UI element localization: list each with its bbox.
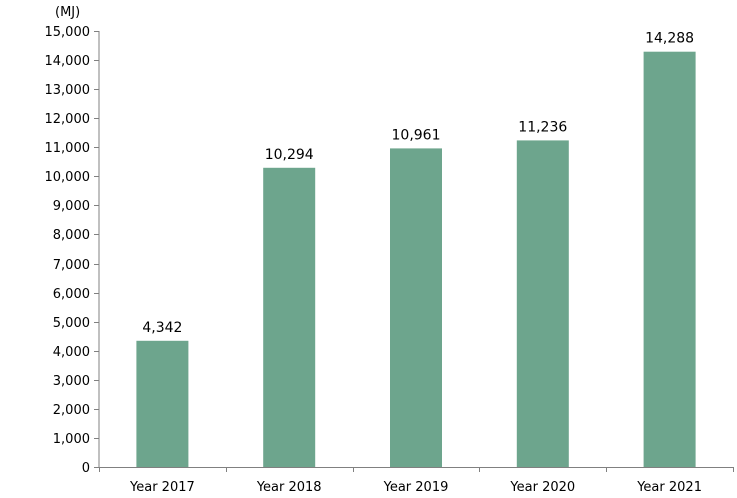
y-tick-label: 2,000 [53, 403, 90, 418]
y-tick-label: 0 [82, 461, 90, 476]
y-tick-label: 13,000 [45, 83, 91, 98]
data-label: 4,342 [142, 320, 182, 336]
y-tick-label: 3,000 [53, 374, 90, 389]
x-tick-label: Year 2021 [636, 480, 702, 495]
y-tick-label: 1,000 [53, 432, 90, 447]
y-tick-label: 14,000 [45, 54, 91, 69]
y-tick-label: 9,000 [53, 199, 90, 214]
y-tick-label: 11,000 [45, 141, 91, 156]
data-label: 10,294 [265, 147, 314, 163]
bar [516, 140, 569, 468]
y-tick-label: 5,000 [53, 316, 90, 331]
y-tick-label: 15,000 [45, 25, 91, 40]
y-tick-label: 12,000 [45, 112, 91, 127]
x-tick-label: Year 2018 [256, 480, 322, 495]
bars: 4,342 10,294 10,961 11,236 14,288 [136, 31, 696, 468]
bar [643, 51, 696, 467]
x-tick-label: Year 2019 [383, 480, 449, 495]
y-tick-label: 10,000 [45, 170, 91, 185]
y-tick-label: 7,000 [53, 258, 90, 273]
y-tick-label: 8,000 [53, 228, 90, 243]
y-tick-label: 4,000 [53, 345, 90, 360]
x-tick-label: Year 2020 [509, 480, 575, 495]
x-axis: Year 2017 Year 2018 Year 2019 Year 2020 Year… [99, 467, 734, 495]
data-label: 11,236 [518, 119, 567, 135]
y-axis: 0 1,000 2,000 3,000 4,000 5,000 6,000 7,000 8,00… [45, 25, 100, 476]
y-unit-label: (MJ) [55, 5, 80, 20]
y-tick-label: 6,000 [53, 287, 90, 302]
bar [136, 340, 189, 467]
x-tick-label: Year 2017 [129, 480, 195, 495]
bar [263, 167, 316, 468]
data-label: 14,288 [645, 31, 694, 47]
bar [390, 148, 442, 467]
data-label: 10,961 [392, 127, 441, 143]
